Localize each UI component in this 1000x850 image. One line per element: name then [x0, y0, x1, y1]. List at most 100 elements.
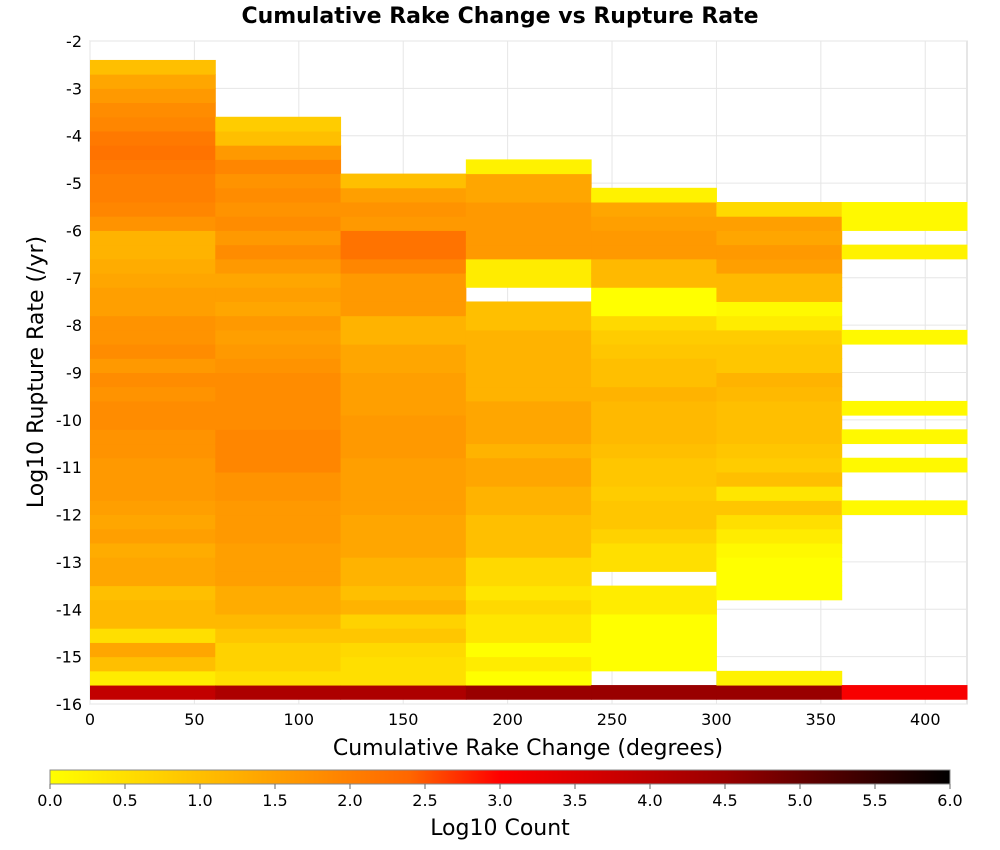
heatmap-cells [90, 59, 968, 700]
heatmap-cell [591, 614, 717, 629]
heatmap-cell [340, 457, 467, 473]
heatmap-cell [465, 344, 592, 359]
heatmap-cell [90, 500, 216, 516]
heatmap-cell [465, 514, 592, 530]
heatmap-cell [591, 656, 717, 672]
heatmap-cell [215, 471, 342, 487]
heatmap-cell [215, 571, 342, 587]
heatmap-cell [716, 344, 843, 359]
heatmap-cell [215, 656, 342, 672]
heatmap-cell [465, 372, 592, 388]
heatmap-cell [215, 528, 342, 544]
heatmap-cell [90, 329, 216, 345]
colorbar-tick-label: 4.0 [637, 791, 662, 810]
heatmap-cell [591, 528, 717, 544]
x-tick-label: 250 [597, 710, 628, 729]
y-tick-label: -16 [56, 695, 82, 714]
heatmap-cell [215, 130, 342, 146]
heatmap-cell [465, 415, 592, 430]
heatmap-cell [215, 642, 342, 658]
heatmap-cell [215, 500, 342, 516]
y-axis-label: Log10 Rupture Rate (/yr) [24, 236, 49, 508]
heatmap-cell [90, 486, 216, 501]
heatmap-cell [340, 358, 467, 373]
heatmap-cell [716, 202, 843, 217]
heatmap-cell [340, 642, 467, 658]
heatmap-cell [465, 457, 592, 473]
heatmap-cell [591, 642, 717, 658]
heatmap-cell [215, 216, 342, 231]
y-axis-ticks: -2 -3 -4 -5 -6 -7 -8 -9 -10 -11 -12 -13 -14 -15 -16 [56, 32, 82, 714]
heatmap-cell [90, 130, 216, 146]
heatmap-cell [465, 173, 592, 189]
colorbar-tick-label: 1.0 [187, 791, 212, 810]
heatmap-cell [465, 656, 592, 672]
heatmap-cell [716, 514, 843, 530]
heatmap-cell [465, 628, 592, 643]
y-tick-label: -2 [66, 32, 82, 51]
heatmap-cell [841, 429, 968, 445]
heatmap-cell [591, 329, 717, 345]
heatmap-cell [90, 173, 216, 189]
colorbar-tick-label: 0.5 [112, 791, 137, 810]
heatmap-cell [90, 145, 216, 160]
heatmap-cell [90, 88, 216, 104]
heatmap-cell [215, 116, 342, 132]
heatmap-cell [215, 457, 342, 473]
heatmap-cell [90, 571, 216, 587]
heatmap-cell [340, 471, 467, 487]
heatmap-cell [591, 287, 717, 302]
heatmap-cell [841, 685, 968, 700]
heatmap-cell [591, 585, 717, 601]
heatmap-cell [90, 372, 216, 388]
heatmap-cell [340, 614, 467, 629]
heatmap-cell [215, 230, 342, 246]
heatmap-cell [90, 443, 216, 459]
heatmap-cell [90, 358, 216, 373]
heatmap-cell [215, 329, 342, 345]
heatmap-cell [591, 599, 717, 615]
heatmap-cell [716, 457, 843, 473]
heatmap-cell [90, 202, 216, 217]
heatmap-cell [215, 187, 342, 203]
heatmap-cell [716, 685, 843, 700]
heatmap-cell [465, 642, 592, 658]
heatmap-cell [591, 301, 717, 317]
y-tick-label: -8 [66, 316, 82, 335]
heatmap-cell [716, 443, 843, 459]
heatmap-cell [340, 216, 467, 231]
heatmap-cell [215, 145, 342, 160]
heatmap-cell [716, 329, 843, 345]
heatmap-cell [340, 514, 467, 530]
heatmap-cell [90, 74, 216, 89]
heatmap-cell [340, 230, 467, 246]
heatmap-cell [465, 670, 592, 686]
heatmap-cell [465, 685, 592, 700]
x-tick-label: 350 [806, 710, 837, 729]
heatmap-cell [591, 685, 717, 700]
heatmap-cell [215, 599, 342, 615]
heatmap-cell [215, 514, 342, 530]
heatmap-cell [716, 244, 843, 260]
heatmap-cell [591, 273, 717, 288]
heatmap-cell [465, 429, 592, 445]
heatmap-cell [591, 443, 717, 459]
y-tick-label: -9 [66, 364, 82, 383]
heatmap-cell [465, 571, 592, 587]
heatmap-cell [716, 386, 843, 402]
heatmap-cell [716, 230, 843, 246]
heatmap-cell [716, 585, 843, 601]
heatmap-cell [716, 670, 843, 686]
heatmap-cell [716, 471, 843, 487]
heatmap-cell [90, 386, 216, 402]
colorbar-tick-label: 0.0 [37, 791, 62, 810]
heatmap-cell [340, 187, 467, 203]
colorbar-label: Log10 Count [430, 816, 570, 841]
colorbar-tick-label: 1.5 [262, 791, 287, 810]
colorbar-tick-label: 3.5 [562, 791, 587, 810]
heatmap-cell [465, 358, 592, 373]
heatmap-cell [340, 670, 467, 686]
heatmap-cell [90, 415, 216, 430]
heatmap-cell [465, 614, 592, 629]
